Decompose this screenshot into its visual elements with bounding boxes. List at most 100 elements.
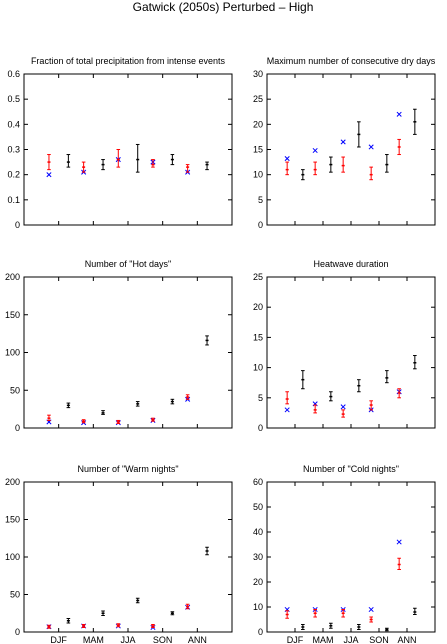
y-tick-label: 100 [5, 348, 20, 358]
obs-marker [284, 407, 290, 413]
obs-cross-stroke [312, 147, 318, 154]
y-tick-label: 0.2 [7, 170, 20, 180]
y-tick-label: 50 [10, 385, 20, 395]
y-tick-label: 200 [5, 272, 20, 282]
scenario-errorbar [135, 143, 140, 173]
scenario-errorbar [170, 611, 175, 616]
model-errorbar [285, 161, 289, 176]
y-tick-label: 0 [258, 220, 263, 230]
scenario-errorbar [101, 610, 105, 616]
model-errorbar [285, 391, 289, 405]
y-tick-label: 0 [258, 627, 263, 637]
model-errorbar [151, 624, 155, 628]
y-tick-label: 0.4 [7, 119, 20, 129]
model-errorbar [185, 394, 190, 400]
x-tick-label: JJA [120, 635, 135, 644]
y-tick-label: 30 [253, 69, 263, 79]
y-tick-label: 25 [253, 94, 263, 104]
x-tick-label: DJF [287, 635, 304, 644]
x-tick-label: ANN [188, 635, 207, 644]
y-tick-label: 5 [258, 393, 263, 403]
scenario-errorbar [301, 370, 305, 390]
axes-frame [266, 73, 436, 226]
obs-cross-stroke [340, 404, 346, 410]
scenario-errorbar [205, 546, 209, 556]
panel-5: Number of "Warm nights" 0 50 100 150 200 DJF MA… [5, 464, 233, 644]
model-errorbar [397, 388, 401, 399]
axes-frame [266, 481, 436, 633]
panel-title: Fraction of total precipitation from int… [31, 56, 226, 66]
obs-cross-stroke [284, 407, 290, 413]
model-errorbar [47, 414, 51, 421]
panel-title: Number of "Cold nights" [303, 464, 399, 474]
scenario-errorbar [329, 622, 333, 629]
x-tick-label: SON [153, 635, 173, 644]
scenario-errorbar [205, 335, 209, 346]
model-errorbar [341, 609, 345, 618]
scenario-errorbar [357, 624, 361, 630]
scenario-errorbar [357, 379, 361, 393]
model-errorbar [341, 409, 345, 418]
y-tick-label: 0.3 [7, 145, 20, 155]
scenario-errorbar [66, 402, 71, 409]
model-errorbar [341, 156, 345, 173]
x-tick-label: MAM [83, 635, 104, 644]
scenario-errorbar [329, 391, 333, 402]
model-errorbar [397, 557, 401, 570]
y-tick-label: 50 [10, 590, 20, 600]
scenario-errorbar [101, 410, 105, 415]
x-tick-label: MAM [313, 635, 334, 644]
y-tick-label: 40 [253, 527, 263, 537]
scenario-errorbar [66, 154, 71, 168]
y-tick-label: 0 [258, 423, 263, 433]
model-errorbar [81, 161, 86, 173]
y-tick-label: 10 [253, 363, 263, 373]
model-errorbar [151, 417, 155, 422]
y-tick-label: 150 [5, 310, 20, 320]
model-errorbar [116, 623, 121, 628]
model-errorbar [313, 609, 317, 618]
scenario-errorbar [170, 398, 175, 405]
axes-frame [23, 481, 233, 633]
model-errorbar [369, 616, 373, 623]
axes-frame [266, 276, 436, 429]
scenario-errorbar [413, 108, 417, 135]
panel-2: Maximum number of consecutive dry days 0 5… [253, 56, 436, 230]
scenario-errorbar [413, 355, 417, 370]
obs-marker [368, 606, 374, 613]
obs-marker [340, 139, 346, 145]
panel-6: Number of "Cold nights" 0 10 20 30 40 50 60 DJF M… [253, 464, 436, 644]
scenario-errorbar [385, 154, 389, 173]
model-errorbar [369, 166, 373, 181]
scenario-errorbar [385, 370, 389, 384]
y-tick-label: 100 [5, 552, 20, 562]
obs-marker [312, 147, 318, 154]
scenario-errorbar [413, 607, 417, 615]
scenario-errorbar [205, 161, 209, 171]
model-errorbar [47, 624, 51, 629]
y-tick-label: 0.6 [7, 69, 20, 79]
x-tick-label: SON [369, 635, 389, 644]
model-errorbar [116, 149, 121, 168]
y-tick-label: 0.1 [7, 195, 20, 205]
obs-cross-stroke [396, 539, 402, 545]
obs-cross-stroke [368, 606, 374, 613]
y-tick-label: 0 [15, 220, 20, 230]
model-errorbar [313, 404, 317, 414]
obs-marker [396, 539, 402, 545]
model-errorbar [151, 159, 155, 168]
model-errorbar [116, 419, 121, 424]
y-tick-label: 10 [253, 602, 263, 612]
y-tick-label: 15 [253, 332, 263, 342]
y-tick-label: 20 [253, 302, 263, 312]
y-tick-label: 200 [5, 477, 20, 487]
model-errorbar [81, 624, 86, 628]
obs-marker [284, 156, 290, 162]
y-tick-label: 20 [253, 577, 263, 587]
scenario-errorbar [329, 156, 333, 173]
panel-1: Fraction of total precipitation from int… [7, 56, 233, 230]
figure-title: Gatwick (2050s) Perturbed – High [133, 0, 314, 14]
y-tick-label: 5 [258, 195, 263, 205]
model-errorbar [285, 610, 289, 619]
